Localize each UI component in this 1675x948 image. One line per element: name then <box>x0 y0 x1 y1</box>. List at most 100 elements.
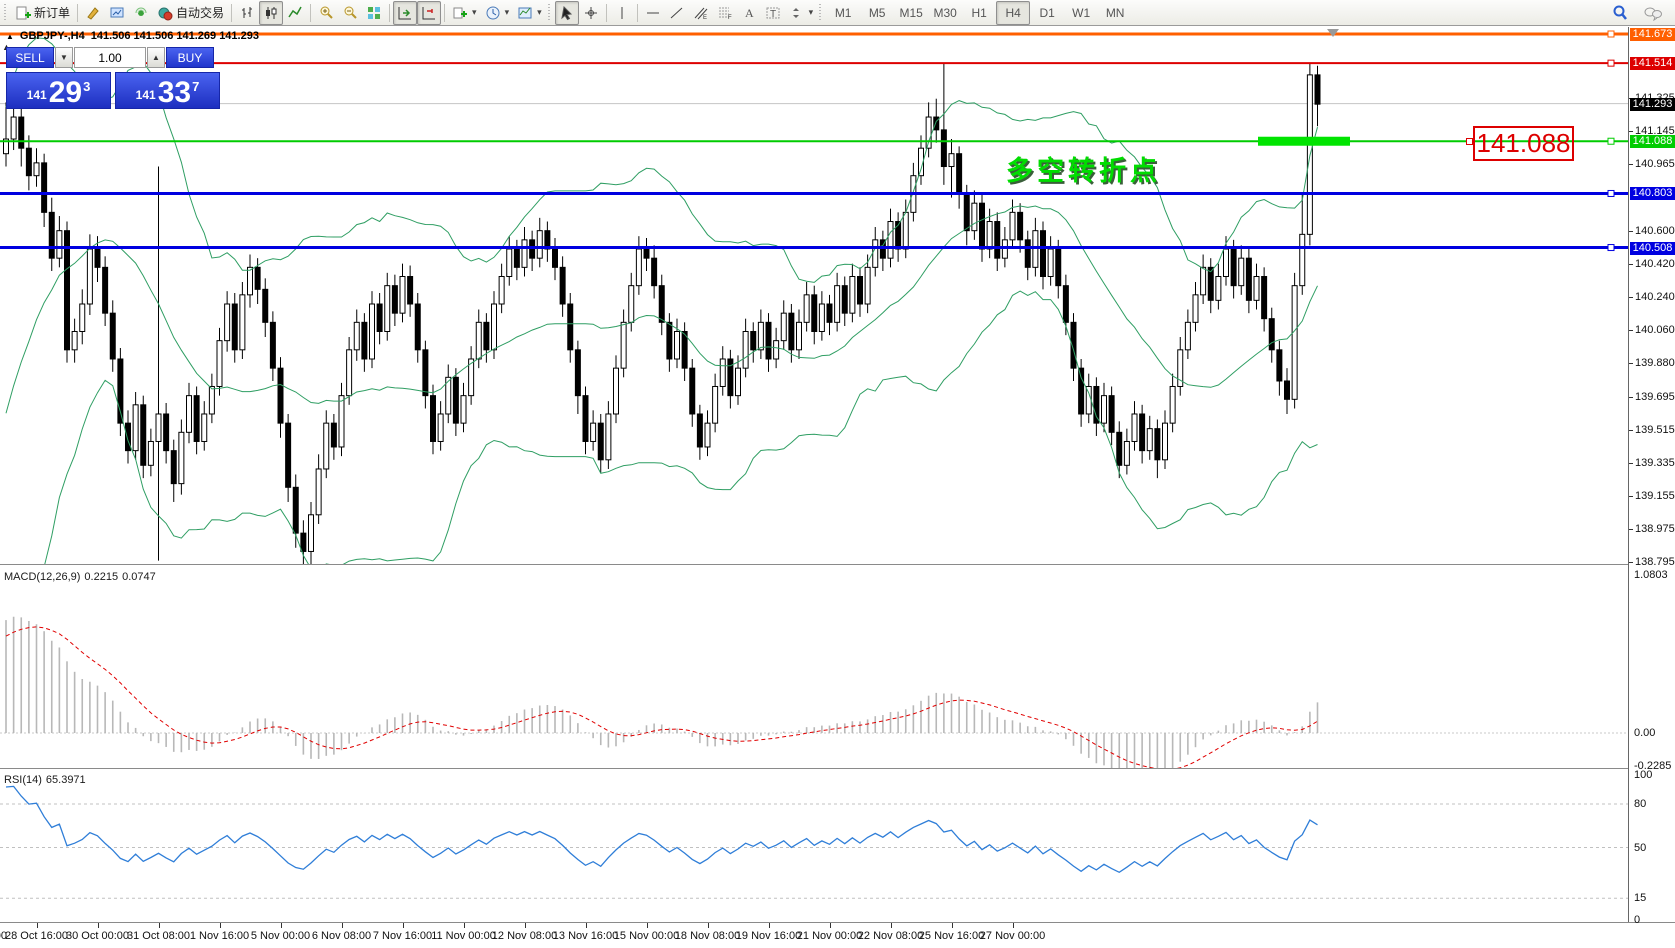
trendline-icon[interactable] <box>665 1 689 25</box>
line-chart-icon[interactable] <box>283 1 307 25</box>
macd-signal-value: 0.0747 <box>122 571 156 583</box>
macd-pane[interactable] <box>0 566 1628 768</box>
price-tick-label: 139.155 <box>1635 489 1675 502</box>
chart-title: ▲ GBPJPY-,H4 141.506 141.506 141.269 141… <box>6 30 259 42</box>
toolbar-grip[interactable] <box>4 3 9 22</box>
community-icon[interactable] <box>1639 1 1667 25</box>
timeframe-m15[interactable]: M15 <box>899 5 923 20</box>
toolbar: 新订单 自动交易 ▾ ▾ ▾ E F A T <box>0 0 1675 26</box>
sell-button[interactable]: SELL <box>6 47 54 68</box>
time-tick-mark <box>402 923 404 928</box>
time-tick-mark <box>97 923 99 928</box>
time-tick-label: 28 Oct 16:00 <box>5 930 68 942</box>
timeframe-d1[interactable]: D1 <box>1039 5 1055 20</box>
timeframe-mn[interactable]: MN <box>1105 5 1125 20</box>
price-box-handle[interactable] <box>1466 138 1473 145</box>
price-tick-mark <box>1629 263 1633 265</box>
pane-separator[interactable] <box>0 768 1675 769</box>
fibonacci-icon[interactable]: F <box>713 1 737 25</box>
text-label-icon[interactable]: T <box>761 1 785 25</box>
new-chart-dropdown[interactable]: ▾ <box>448 1 481 25</box>
zoom-out-icon[interactable] <box>338 1 362 25</box>
timeframe-m30[interactable]: M30 <box>933 5 957 20</box>
time-tick-mark <box>829 923 831 928</box>
price-level-box[interactable]: 141.088 <box>1473 126 1574 161</box>
sell-price-button[interactable]: 141 29 3 <box>6 72 111 109</box>
volume-input[interactable] <box>74 47 146 68</box>
hammer-icon[interactable] <box>81 1 105 25</box>
buy-price-button[interactable]: 141 33 7 <box>115 72 220 109</box>
main-price-pane[interactable] <box>0 27 1628 564</box>
price-tick-mark <box>1629 230 1633 232</box>
vertical-line-icon[interactable] <box>610 1 634 25</box>
text-icon[interactable]: A <box>737 1 761 25</box>
price-tick-label: 139.695 <box>1635 390 1675 403</box>
time-tick-mark <box>768 923 770 928</box>
buy-button[interactable]: BUY <box>166 47 214 68</box>
price-axis[interactable]: 141.325141.145140.965140.600140.420140.2… <box>1628 27 1675 926</box>
time-tick-label: 25 Oct 08:00 <box>0 930 7 942</box>
price-tick-label: 138.975 <box>1635 522 1675 535</box>
timeframe-h4[interactable]: H4 <box>996 0 1031 25</box>
template-dropdown[interactable]: ▾ <box>513 1 546 25</box>
symbol-period-label: GBPJPY-,H4 <box>19 30 85 42</box>
price-tick-mark <box>1629 396 1633 398</box>
cursor-icon[interactable] <box>554 0 579 25</box>
ohlc-values: 141.506 141.506 141.269 141.293 <box>90 30 259 42</box>
caret-down-icon: ▾ <box>537 7 542 17</box>
autotrading-icon <box>157 5 173 21</box>
price-tick-mark <box>1629 561 1633 563</box>
bar-chart-icon[interactable] <box>235 1 259 25</box>
tile-windows-icon[interactable] <box>362 1 386 25</box>
time-tick-label: 31 Oct 08:00 <box>127 930 190 942</box>
price-tick-label: 138.795 <box>1635 555 1675 568</box>
price-level-chip: 141.088 <box>1630 135 1675 149</box>
period-dropdown[interactable]: ▾ <box>481 1 514 25</box>
pane-separator[interactable] <box>0 564 1675 565</box>
symbol-marker-icon: ▲ <box>6 31 14 41</box>
horizontal-line-icon[interactable] <box>641 1 665 25</box>
timeframe-m1[interactable]: M1 <box>834 5 852 20</box>
signals-icon[interactable] <box>129 1 153 25</box>
time-tick-label: 30 Oct 00:00 <box>66 930 129 942</box>
new-order-label: 新订单 <box>34 6 71 20</box>
channel-icon[interactable]: E <box>689 1 713 25</box>
price-tick-mark <box>1629 528 1633 530</box>
rsi-pane[interactable] <box>0 770 1628 922</box>
volume-decrease-button[interactable]: ▼ <box>55 47 73 68</box>
time-tick-label: 15 Nov 00:00 <box>613 930 680 942</box>
timeframe-h1[interactable]: H1 <box>971 5 987 20</box>
time-tick-label: 19 Nov 16:00 <box>735 930 802 942</box>
time-tick-mark <box>707 923 709 928</box>
timeframe-group: M1 M5 M15 M30 H1 H4 D1 W1 MN <box>826 0 1132 25</box>
macd-scale-zero: 0.00 <box>1634 727 1656 739</box>
macd-name: MACD(12,26,9) <box>4 571 81 583</box>
timeframe-m5[interactable]: M5 <box>868 5 886 20</box>
timeframe-w1[interactable]: W1 <box>1072 5 1091 20</box>
time-tick-mark <box>341 923 343 928</box>
zoom-in-icon[interactable] <box>314 1 338 25</box>
time-tick-label: 11 Nov 00:00 <box>431 930 496 942</box>
auto-scroll-icon[interactable] <box>393 0 418 25</box>
sell-price-pip: 3 <box>83 79 91 94</box>
caret-down-icon: ▾ <box>808 7 814 17</box>
rsi-name: RSI(14) <box>4 774 42 786</box>
search-icon[interactable] <box>1607 1 1633 25</box>
marketwatch-icon[interactable] <box>105 1 129 25</box>
rsi-scale-label: 50 <box>1634 841 1647 854</box>
price-tick-mark <box>1629 329 1633 331</box>
crosshair-icon[interactable] <box>579 1 603 25</box>
chart-shift-icon[interactable] <box>417 0 442 25</box>
caret-down-icon: ▾ <box>472 7 477 17</box>
time-tick-label: 27 Nov 00:00 <box>979 930 1046 942</box>
new-order-button[interactable]: 新订单 <box>11 1 74 25</box>
rsi-scale-label: 80 <box>1634 798 1647 810</box>
autotrading-button[interactable]: 自动交易 <box>153 1 228 25</box>
time-tick-mark <box>585 923 587 928</box>
volume-increase-button[interactable]: ▲ <box>147 47 165 68</box>
candlestick-chart-icon[interactable] <box>259 0 284 25</box>
chart-area[interactable]: ▲ GBPJPY-,H4 141.506 141.506 141.269 141… <box>0 27 1675 948</box>
chart-shift-marker-icon[interactable] <box>1327 29 1339 37</box>
arrows-dropdown[interactable]: ▾ <box>785 1 818 25</box>
